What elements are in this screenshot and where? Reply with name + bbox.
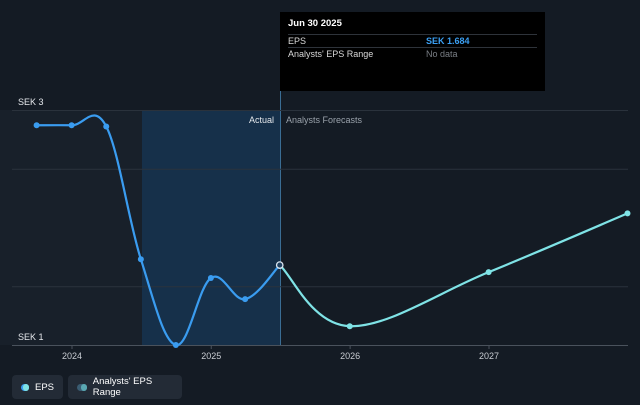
- actual-label: Actual: [249, 115, 274, 125]
- eps-actual-line: [35, 114, 281, 347]
- tooltip-row-eps: EPS SEK 1.684: [288, 34, 537, 47]
- axis-ticks: SEK 3 SEK 1 2024 2025 2026 2027: [18, 97, 499, 361]
- eps-forecast-point: [624, 210, 631, 217]
- eps-forecast-point: [346, 323, 353, 330]
- tooltip-range-value: No data: [426, 49, 458, 59]
- legend-range-button[interactable]: Analysts' EPS Range: [68, 375, 182, 399]
- grid-lines: [12, 110, 628, 288]
- x-tick-label: 2026: [340, 351, 360, 361]
- eps-forecast-line: [278, 212, 629, 328]
- tooltip-row-range: Analysts' EPS Range No data: [288, 47, 537, 60]
- eps-actual-point: [242, 296, 249, 303]
- legend-range-label: Analysts' EPS Range: [92, 376, 153, 398]
- eps-actual-point: [275, 261, 284, 269]
- legend-eps-label: EPS: [34, 381, 54, 393]
- eps-actual-point: [172, 342, 179, 348]
- tooltip-eps-label: EPS: [288, 36, 307, 46]
- x-tick-label: 2024: [62, 351, 82, 361]
- tooltip: Jun 30 2025 EPS SEK 1.684 Analysts' EPS …: [280, 12, 545, 91]
- eps-forecast-point: [485, 269, 492, 276]
- eps-actual-point: [68, 122, 75, 129]
- x-tick-label: 2025: [201, 351, 221, 361]
- eps-actual-point: [103, 123, 110, 130]
- tooltip-range-label: Analysts' EPS Range: [288, 49, 374, 59]
- range-swatch-icon: [77, 383, 87, 391]
- series-points: [33, 122, 631, 348]
- eps-actual-point: [33, 122, 40, 129]
- forecast-label: Analysts Forecasts: [286, 115, 363, 125]
- y-tick-label: SEK 3: [18, 97, 44, 107]
- eps-actual-point: [137, 256, 144, 263]
- tooltip-eps-value: SEK 1.684: [426, 36, 470, 46]
- highlight-band: [142, 110, 280, 345]
- legend-eps-button[interactable]: EPS: [12, 375, 63, 399]
- series-lines: [35, 114, 629, 347]
- tooltip-date: Jun 30 2025: [288, 18, 342, 29]
- x-tick-label: 2027: [479, 351, 499, 361]
- y-tick-label: SEK 1: [18, 332, 44, 342]
- eps-swatch-icon: [21, 383, 29, 391]
- eps-actual-point: [207, 275, 214, 282]
- past-shading: [0, 110, 142, 345]
